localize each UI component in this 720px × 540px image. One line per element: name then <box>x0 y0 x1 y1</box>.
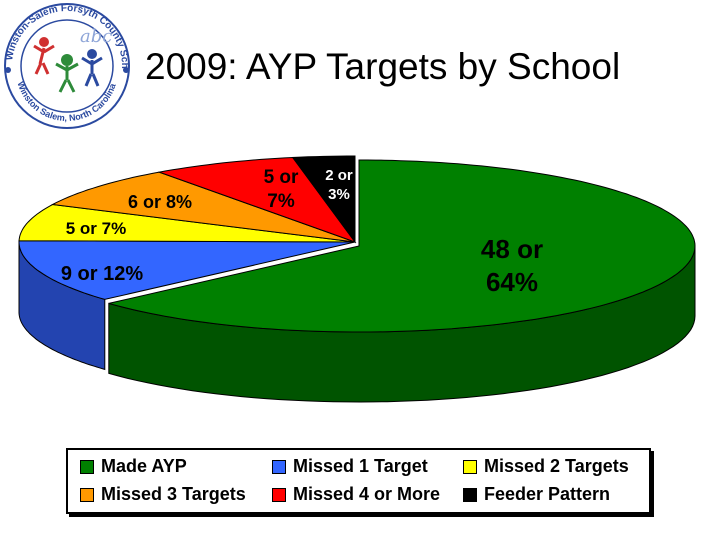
pie-slice-made-ayp <box>108 159 696 333</box>
district-logo: Winston-Salem Forsyth County Schools Win… <box>0 0 135 132</box>
legend-label: Missed 1 Target <box>293 456 428 476</box>
district-seal-graphic: Winston-Salem Forsyth County Schools Win… <box>0 0 135 132</box>
legend-item-feeder-pattern: Feeder Pattern <box>463 484 610 505</box>
pie-slice-missed-3-targets <box>50 171 356 243</box>
legend-label: Missed 3 Targets <box>101 484 246 504</box>
legend-label: Feeder Pattern <box>484 484 611 504</box>
data-label-made-ayp: 48 or 64% <box>481 234 543 297</box>
data-label-missed-1-target: 9 or 12% <box>61 263 143 285</box>
data-label-feeder-pattern: 2 or 3% <box>325 167 353 203</box>
data-label-missed-3-targets: 6 or 8% <box>128 192 192 212</box>
legend-label: Made AYP <box>101 456 187 476</box>
pie-tops <box>18 155 696 333</box>
legend-item-missed-3-targets: Missed 3 Targets <box>80 484 246 505</box>
page-title: 2009: AYP Targets by School <box>145 46 621 87</box>
legend-swatch <box>80 459 94 474</box>
legend-swatch <box>80 487 94 502</box>
legend-swatch <box>272 459 286 474</box>
chart-legend: Made AYP Missed 1 Target Missed 2 Targets M… <box>66 448 651 514</box>
pie-slice-missed-4-or-more <box>157 156 357 244</box>
data-label-missed-4-or-more: 5 or 7% <box>264 167 299 212</box>
data-label-missed-2-targets: 5 or 7% <box>66 219 126 238</box>
legend-item-made-ayp: Made AYP <box>80 456 187 477</box>
pie-slice-feeder-pattern <box>291 155 356 244</box>
legend-item-missed-1-target: Missed 1 Target <box>272 456 428 477</box>
logo-center-text: abc <box>80 26 112 47</box>
legend-swatch <box>463 487 477 502</box>
legend-item-missed-2-targets: Missed 2 Targets <box>463 456 629 477</box>
pie-labels: 48 or 64% 9 or 12% 5 or 7%6 or 8% 5 or 7% 2 or… <box>61 167 543 297</box>
legend-label: Missed 4 or More <box>293 484 441 504</box>
legend-label: Missed 2 Targets <box>484 456 629 476</box>
pie-slice-missed-2-targets <box>18 203 356 243</box>
legend-swatch <box>272 487 286 502</box>
pie-slice-missed-1-target <box>18 240 356 300</box>
legend-item-missed-4-or-more: Missed 4 or More <box>272 484 440 505</box>
legend-swatch <box>463 459 477 474</box>
